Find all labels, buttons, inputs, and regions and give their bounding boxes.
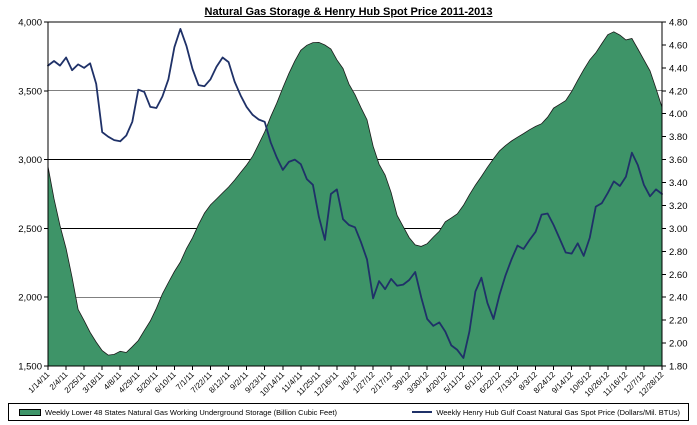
right-axis-label: 3.00 (669, 224, 688, 235)
green-area-swatch (19, 408, 41, 416)
x-axis-label: 3/18/11 (81, 370, 106, 395)
right-axis-label: 3.60 (669, 155, 688, 166)
left-axis-label: 2,000 (18, 293, 42, 304)
right-axis-label: 1.80 (669, 362, 688, 373)
left-axis-label: 1,500 (18, 362, 42, 373)
right-axis-label: 2.20 (669, 316, 688, 327)
legend: Weekly Lower 48 States Natural Gas Worki… (8, 403, 689, 421)
price-line (47, 28, 663, 359)
right-axis-label: 4.80 (669, 18, 688, 29)
left-axis-label: 3,000 (18, 155, 42, 166)
left-axis-label: 4,000 (18, 18, 42, 29)
legend-label-storage: Weekly Lower 48 States Natural Gas Worki… (45, 407, 337, 417)
left-axis-label: 2,500 (18, 224, 42, 235)
right-axis-label: 4.60 (669, 40, 688, 51)
right-axis-label: 3.80 (669, 132, 688, 143)
right-axis-label: 4.40 (669, 63, 688, 74)
legend-item-price: Weekly Henry Hub Gulf Coast Natural Gas … (412, 408, 680, 417)
x-axis-label: 8/12/11 (207, 370, 232, 395)
right-axis-label: 3.20 (669, 201, 688, 212)
right-axis-label: 2.40 (669, 293, 688, 304)
x-axis-label: 5/11/12 (442, 370, 467, 395)
legend-label-price: Weekly Henry Hub Gulf Coast Natural Gas … (436, 407, 680, 417)
right-axis-label: 2.60 (669, 270, 688, 281)
right-axis-label: 4.20 (669, 86, 688, 97)
legend-item-storage: Weekly Lower 48 States Natural Gas Worki… (19, 408, 337, 417)
chart-title: Natural Gas Storage & Henry Hub Spot Pri… (204, 6, 493, 18)
right-axis-label: 4.00 (669, 109, 688, 120)
storage-area (48, 31, 662, 367)
right-axis-label: 3.40 (669, 178, 688, 189)
left-axis-label: 3,500 (18, 86, 42, 97)
storage-area-outline (47, 31, 663, 356)
navy-line-swatch (412, 411, 433, 413)
right-axis-label: 2.80 (669, 247, 688, 258)
x-axis-label: 1/14/11 (27, 370, 52, 395)
right-axis-label: 2.00 (669, 339, 688, 350)
